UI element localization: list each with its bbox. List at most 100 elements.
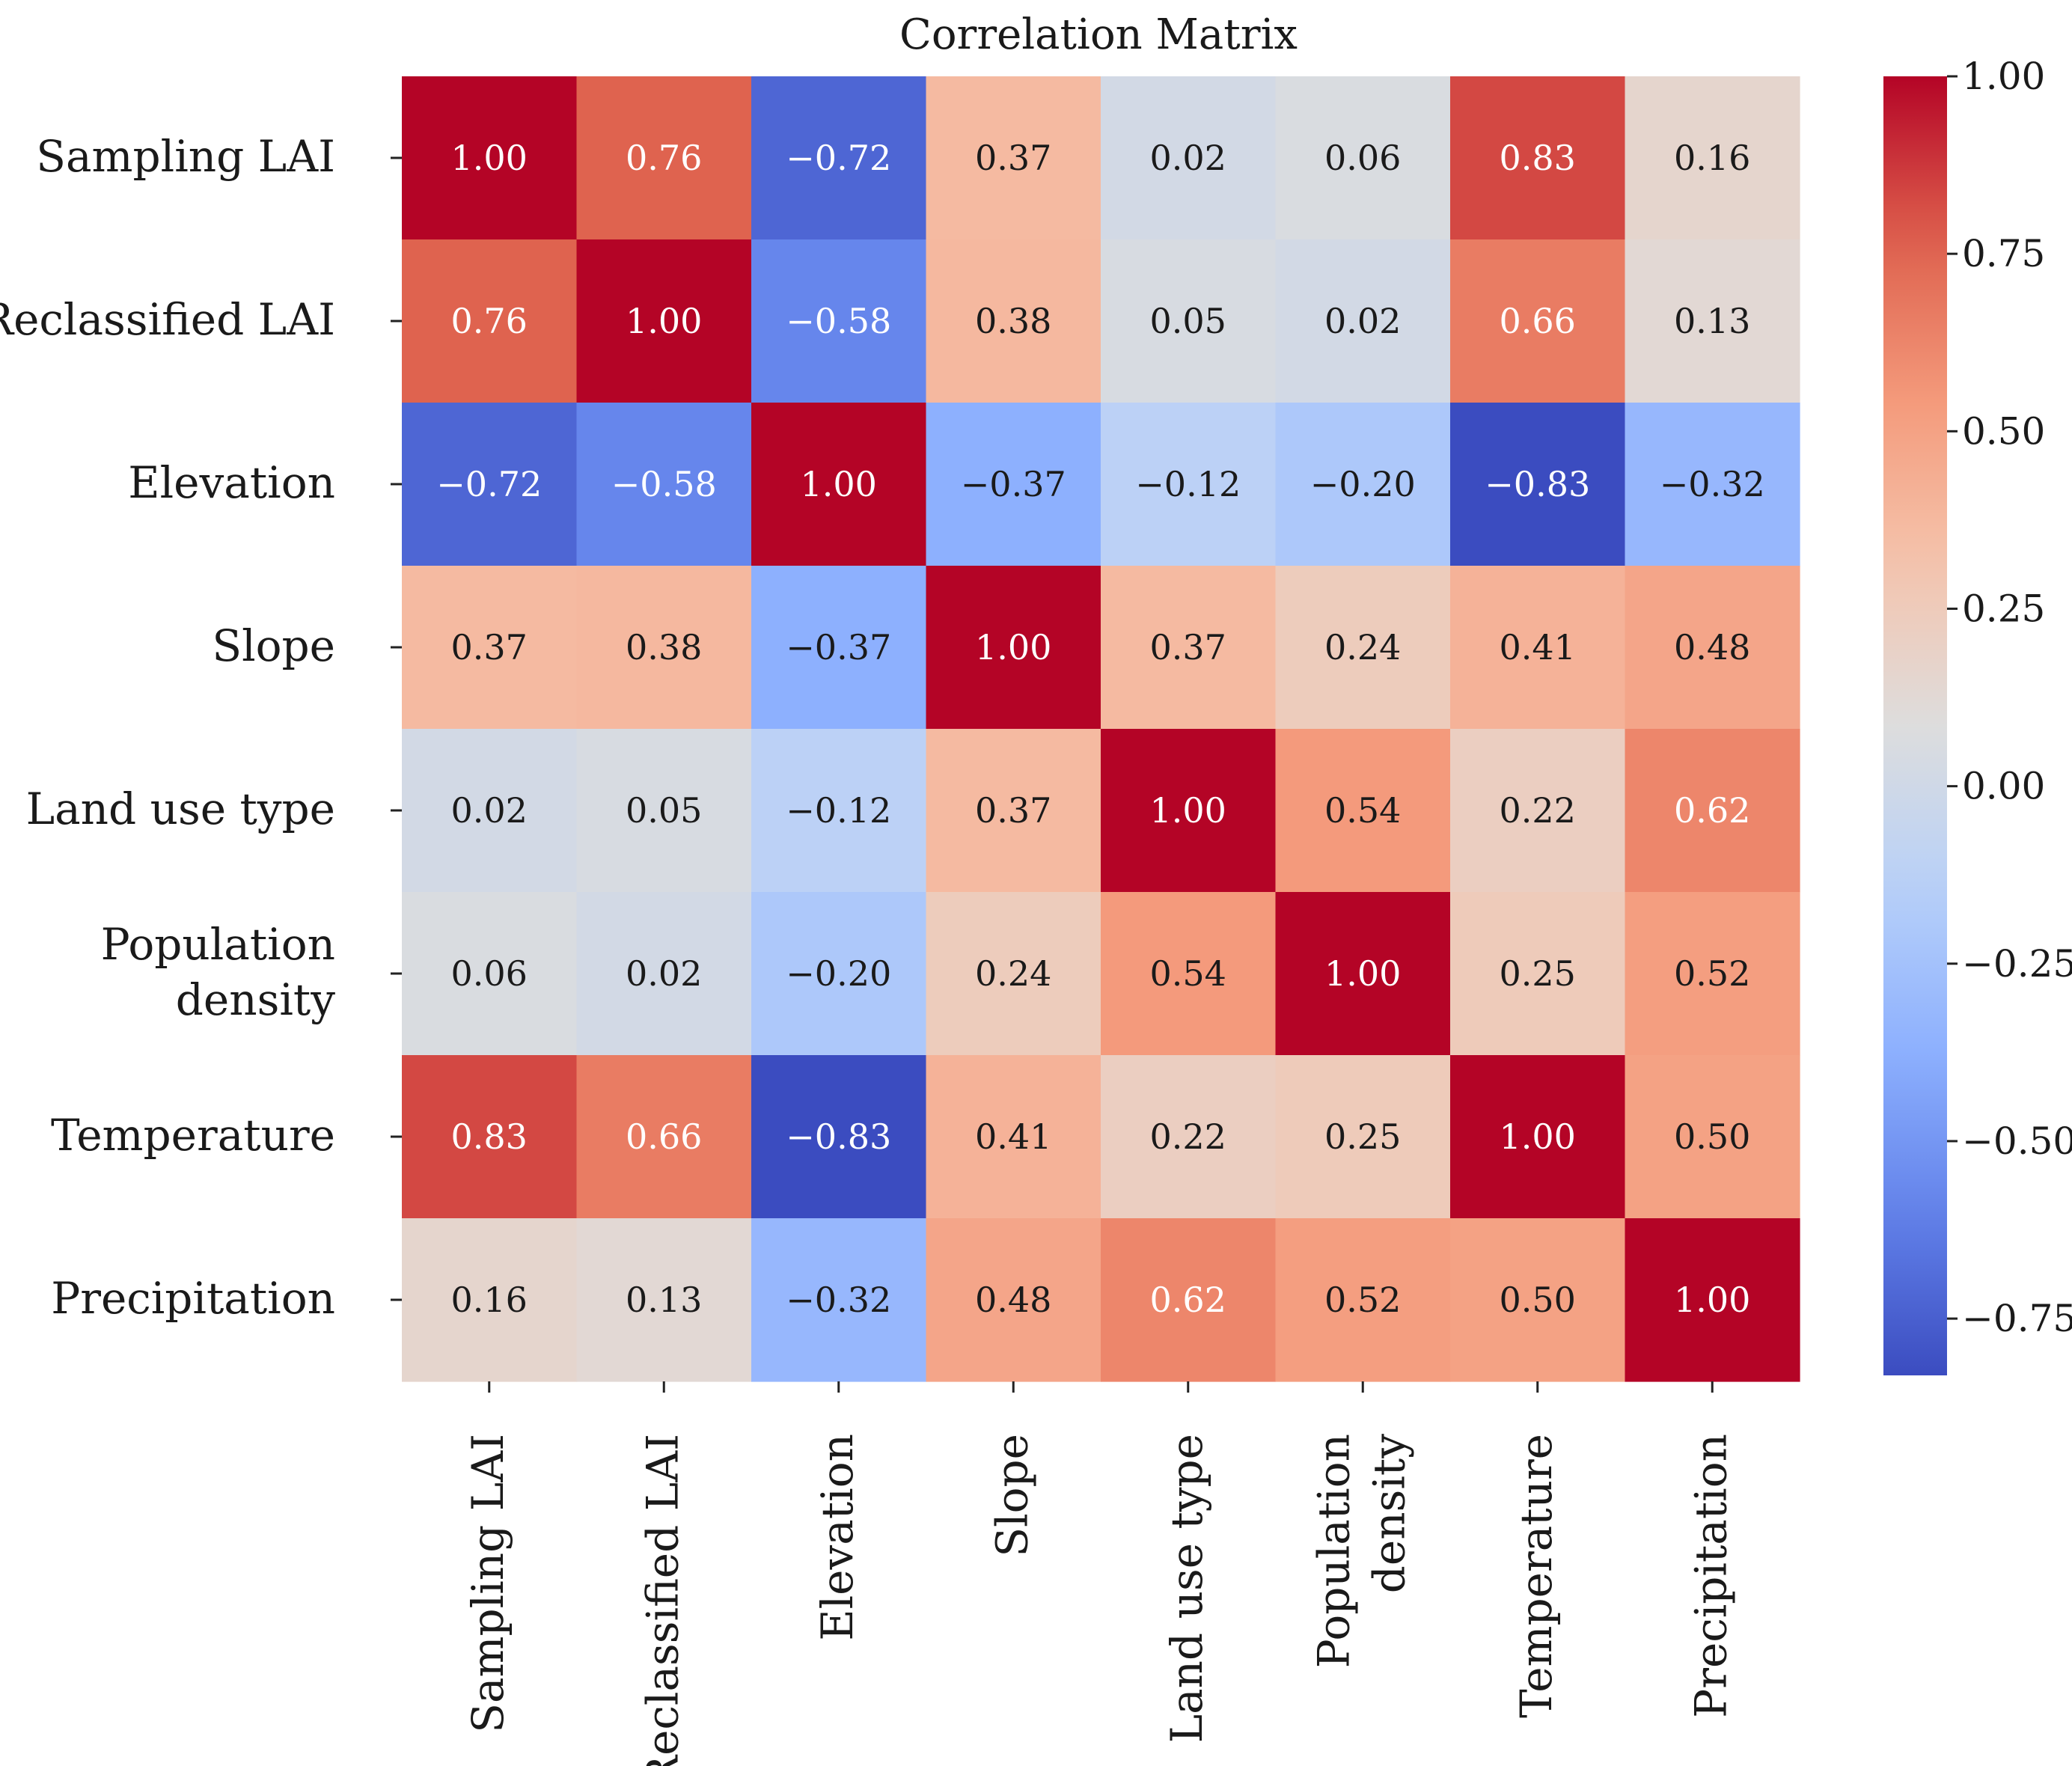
- cell-value-label: 0.05: [1150, 301, 1226, 341]
- heatmap-cell: [402, 403, 578, 566]
- cell-value-label: 0.66: [626, 1116, 702, 1157]
- y-tick-label: Elevation: [128, 457, 335, 508]
- cell-value-label: 0.02: [1324, 301, 1401, 341]
- heatmap-cell: [926, 403, 1101, 566]
- heatmap-cell: [1101, 729, 1277, 893]
- heatmap-cell: [926, 729, 1101, 893]
- heatmap-cell: [1101, 892, 1277, 1056]
- heatmap-cell: [926, 892, 1101, 1056]
- cell-value-label: 1.00: [451, 138, 528, 178]
- cell-value-label: 0.25: [1500, 953, 1576, 994]
- cell-value-label: 0.05: [626, 790, 702, 831]
- x-tick-label: Sampling LAI: [462, 1434, 513, 1733]
- cell-value-label: −0.83: [786, 1116, 891, 1157]
- heatmap-cell: [926, 1218, 1101, 1382]
- colorbar-tick-label: 1.00: [1962, 55, 2045, 98]
- cell-value-label: 0.50: [1674, 1116, 1750, 1157]
- cell-value-label: 0.41: [975, 1116, 1051, 1157]
- heatmap-cell: [1625, 1218, 1800, 1382]
- y-tick-label: Slope: [212, 620, 335, 671]
- cell-value-label: 0.37: [975, 138, 1051, 178]
- cell-value-label: 0.83: [1500, 138, 1576, 178]
- x-axis: Sampling LAI Reclassified LAI Elevation Slo…: [462, 1381, 1736, 1766]
- heatmap-cell: [402, 1218, 578, 1382]
- cell-value-label: 0.76: [626, 138, 702, 178]
- heatmap-cell: [751, 76, 927, 240]
- heatmap-cell: [1625, 566, 1800, 730]
- cell-value-label: 0.48: [1674, 627, 1750, 667]
- cell-value-label: 0.25: [1324, 1116, 1401, 1157]
- cell-value-label: 0.06: [451, 953, 528, 994]
- heatmap-cell: [402, 239, 578, 403]
- heatmap-cell: [576, 239, 752, 403]
- cell-value-label: 0.62: [1150, 1280, 1226, 1320]
- heatmap-cell: [751, 892, 927, 1056]
- heatmap-cell: [1275, 1055, 1451, 1219]
- cell-value-label: −0.32: [1660, 464, 1765, 504]
- colorbar-tick-label: 0.75: [1962, 232, 2045, 275]
- heatmap-cell: [576, 892, 752, 1056]
- cell-value-label: 0.24: [1324, 627, 1401, 667]
- cell-value-label: 1.00: [1324, 953, 1401, 994]
- cell-value-label: 0.76: [451, 301, 528, 341]
- heatmap-cell: [1450, 1218, 1626, 1382]
- cell-value-label: 0.24: [975, 953, 1051, 994]
- cell-value-label: −0.58: [611, 464, 717, 504]
- cell-value-label: 0.52: [1324, 1280, 1401, 1320]
- heatmap-cell: [1275, 403, 1451, 566]
- x-tick-label: Slope: [986, 1434, 1037, 1557]
- cell-value-label: 0.22: [1500, 790, 1576, 831]
- heatmap-cell: [1450, 892, 1626, 1056]
- cell-value-label: −0.72: [786, 138, 891, 178]
- cell-value-label: 0.54: [1324, 790, 1401, 831]
- heatmap-cell: [1101, 76, 1277, 240]
- heatmap-cell: [1450, 239, 1626, 403]
- heatmap-cell: [1625, 76, 1800, 240]
- heatmap-cell: [1275, 76, 1451, 240]
- cell-value-label: 0.38: [626, 627, 702, 667]
- cell-value-label: 0.54: [1150, 953, 1226, 994]
- heatmap-cell: [576, 566, 752, 730]
- cell-value-label: 1.00: [1500, 1116, 1576, 1157]
- cell-value-label: 0.37: [451, 627, 528, 667]
- heatmap-cells: [402, 76, 1800, 1382]
- cell-value-label: 0.50: [1500, 1280, 1576, 1320]
- cell-value-label: 0.83: [451, 1116, 528, 1157]
- x-tick-label: Reclassified LAI: [637, 1434, 688, 1766]
- colorbar-gradient: [1883, 76, 1947, 1375]
- cell-value-label: −0.58: [786, 301, 891, 341]
- cell-value-label: −0.12: [1135, 464, 1241, 504]
- heatmap-cell: [926, 76, 1101, 240]
- heatmap-cell: [402, 729, 578, 893]
- heatmap-cell: [1101, 1218, 1277, 1382]
- heatmap-cell: [926, 239, 1101, 403]
- heatmap-cell: [1101, 239, 1277, 403]
- heatmap-cell: [751, 239, 927, 403]
- cell-value-label: 0.16: [451, 1280, 528, 1320]
- cell-value-label: −0.20: [1310, 464, 1416, 504]
- cell-value-label: 0.22: [1150, 1116, 1226, 1157]
- heatmap-cell: [751, 1218, 927, 1382]
- cell-value-label: 0.41: [1500, 627, 1576, 667]
- heatmap-cell: [1275, 729, 1451, 893]
- cell-value-label: 1.00: [801, 464, 877, 504]
- heatmap-cell: [1101, 566, 1277, 730]
- cell-value-label: 0.16: [1674, 138, 1750, 178]
- x-tick-label: Temperature: [1511, 1434, 1562, 1718]
- heatmap-cell: [1450, 729, 1626, 893]
- heatmap-cell: [926, 566, 1101, 730]
- heatmap-cell: [1275, 566, 1451, 730]
- cell-value-label: 0.13: [626, 1280, 702, 1320]
- cell-value-label: −0.72: [436, 464, 542, 504]
- colorbar-tick-label: 0.25: [1962, 587, 2045, 630]
- heatmap-cell: [576, 729, 752, 893]
- y-tick-label: Temperature: [51, 1110, 335, 1161]
- heatmap-cell: [1275, 1218, 1451, 1382]
- heatmap-cell: [402, 1055, 578, 1219]
- colorbar-tick-label: −0.50: [1962, 1119, 2072, 1163]
- y-tick-label: Land use type: [26, 783, 335, 834]
- cell-value-label: 1.00: [1674, 1280, 1750, 1320]
- heatmap-cell: [402, 892, 578, 1056]
- heatmap-cell: [751, 566, 927, 730]
